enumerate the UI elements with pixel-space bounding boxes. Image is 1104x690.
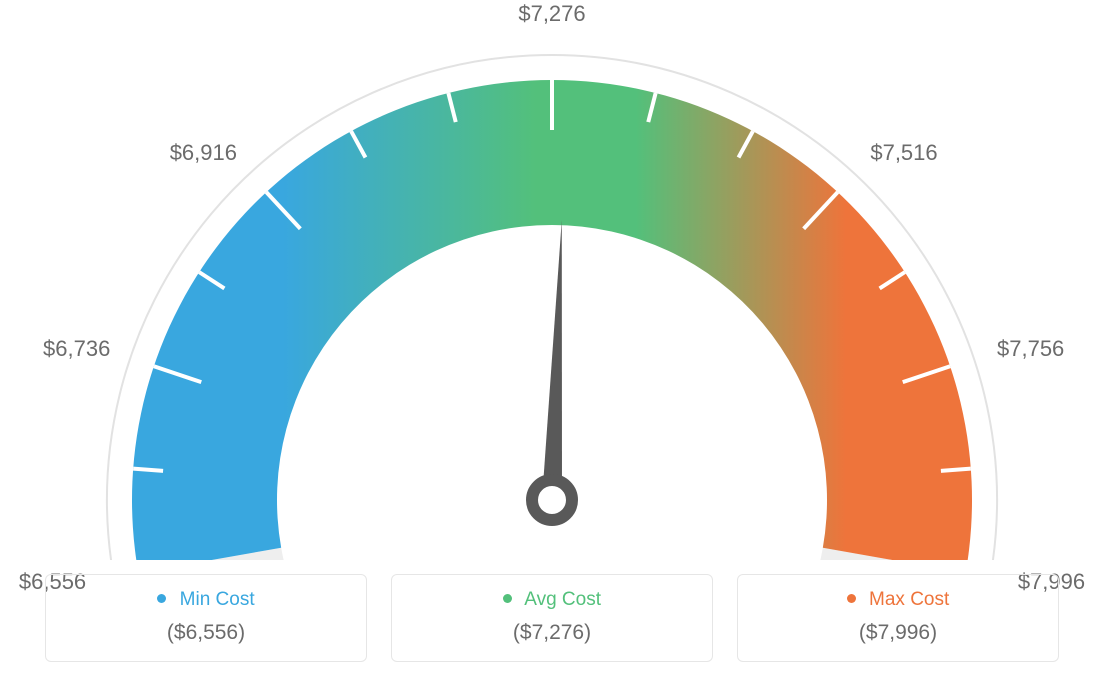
legend-dot-min (157, 594, 166, 603)
legend-dot-avg (503, 594, 512, 603)
gauge-tick-label: $6,916 (170, 140, 237, 166)
gauge-tick-label: $7,276 (518, 1, 585, 27)
legend-card-avg: Avg Cost ($7,276) (391, 574, 713, 662)
cost-gauge: $6,556$6,736$6,916$7,276$7,516$7,756$7,9… (0, 0, 1104, 560)
legend-label-avg: Avg Cost (524, 589, 601, 610)
legend-dot-max (847, 594, 856, 603)
legend-label-max: Max Cost (869, 589, 949, 610)
gauge-tick-label: $7,516 (870, 140, 937, 166)
gauge-tick-label: $6,736 (43, 336, 110, 362)
legend-value-avg: ($7,276) (402, 621, 702, 645)
legend-card-min: Min Cost ($6,556) (45, 574, 367, 662)
legend-card-max: Max Cost ($7,996) (737, 574, 1059, 662)
legend-value-min: ($6,556) (56, 621, 356, 645)
legend-label-min: Min Cost (180, 589, 255, 610)
legend-value-max: ($7,996) (748, 621, 1048, 645)
gauge-tick-label: $7,756 (997, 336, 1064, 362)
legend-row: Min Cost ($6,556) Avg Cost ($7,276) Max … (0, 574, 1104, 662)
